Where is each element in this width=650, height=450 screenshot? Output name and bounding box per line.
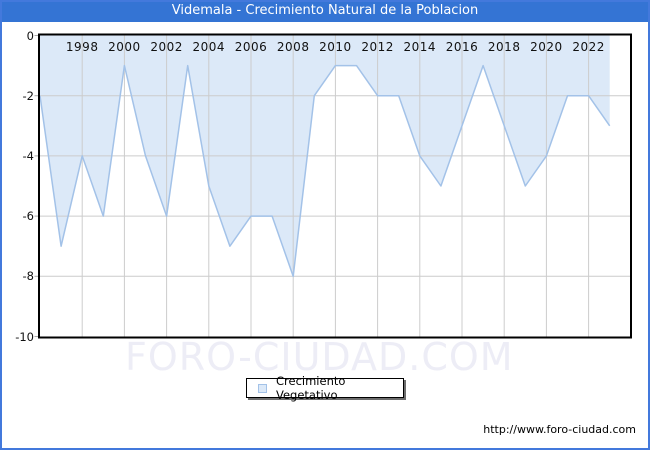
page-title: Videmala - Crecimiento Natural de la Pob…: [171, 3, 479, 18]
x-tick-label: 2008: [276, 40, 310, 54]
y-tick-label: -2: [22, 88, 34, 103]
plot-border: [38, 33, 632, 339]
y-tick-label: 0: [26, 28, 34, 43]
x-tick-label: 2012: [361, 40, 394, 54]
x-tick-label: 2018: [487, 40, 521, 54]
x-tick-label: 2014: [403, 40, 437, 54]
x-tick-label: 2004: [192, 40, 226, 54]
y-tick-label: -4: [22, 148, 34, 163]
x-tick-label: 2016: [445, 40, 479, 54]
series-line: [39, 64, 611, 278]
site-url: http://www.foro-ciudad.com: [483, 423, 636, 436]
legend: Crecimiento Vegetativo: [246, 374, 404, 402]
x-tick-label: 2020: [530, 40, 563, 54]
y-axis-labels: 0 -2 -4 -6 -8 -10: [0, 0, 34, 450]
x-tick-label: 2010: [319, 40, 352, 54]
title-bar: Videmala - Crecimiento Natural de la Pob…: [0, 0, 650, 22]
y-tick-label: -10: [15, 329, 34, 344]
y-tick-label: -8: [22, 269, 34, 284]
x-tick-label: 1998: [65, 40, 99, 54]
watermark: FORO-CIUDAD.COM: [125, 335, 514, 379]
legend-swatch-icon: [258, 383, 267, 393]
x-tick-label: 2002: [150, 40, 183, 54]
y-tick-label: -6: [22, 209, 34, 224]
x-tick-label: 2000: [108, 40, 141, 54]
legend-label: Crecimiento Vegetativo: [276, 374, 346, 402]
x-tick-label: 2022: [572, 40, 605, 54]
x-tick-label: 2006: [234, 40, 268, 54]
